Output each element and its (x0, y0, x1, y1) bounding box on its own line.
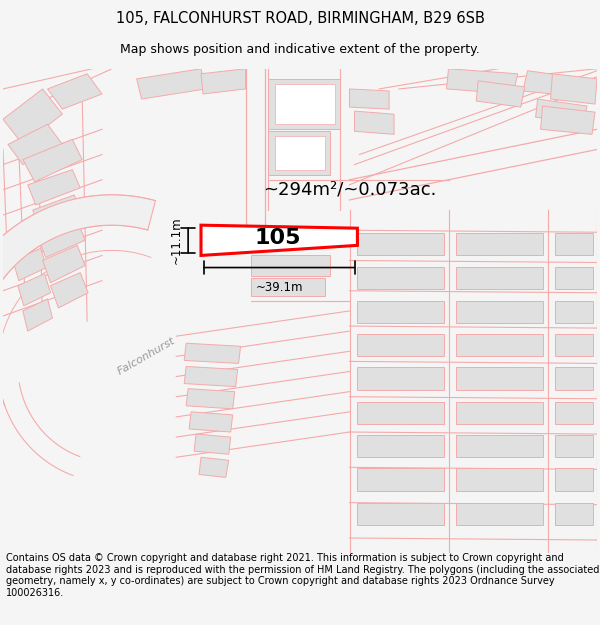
Polygon shape (358, 301, 443, 323)
Polygon shape (457, 402, 542, 424)
Polygon shape (275, 136, 325, 169)
Polygon shape (457, 233, 542, 256)
Polygon shape (38, 220, 85, 258)
Polygon shape (8, 222, 44, 256)
Polygon shape (47, 74, 102, 109)
Polygon shape (358, 368, 443, 389)
Polygon shape (556, 233, 593, 256)
Polygon shape (50, 272, 88, 308)
Polygon shape (194, 434, 231, 454)
Polygon shape (446, 69, 518, 94)
Polygon shape (556, 402, 593, 424)
Polygon shape (251, 256, 330, 276)
Polygon shape (556, 503, 593, 525)
Polygon shape (556, 266, 593, 289)
Polygon shape (457, 301, 542, 323)
Polygon shape (541, 106, 595, 134)
Polygon shape (184, 366, 238, 387)
Text: 105, FALCONHURST ROAD, BIRMINGHAM, B29 6SB: 105, FALCONHURST ROAD, BIRMINGHAM, B29 6… (116, 11, 484, 26)
Polygon shape (199, 458, 229, 478)
Polygon shape (523, 71, 587, 97)
Polygon shape (251, 278, 325, 296)
Polygon shape (33, 195, 82, 232)
Polygon shape (23, 299, 53, 331)
Polygon shape (358, 402, 443, 424)
Polygon shape (550, 74, 597, 104)
Polygon shape (137, 69, 206, 99)
Polygon shape (268, 131, 330, 175)
Polygon shape (457, 266, 542, 289)
Polygon shape (556, 468, 593, 491)
Polygon shape (556, 301, 593, 323)
Polygon shape (0, 195, 155, 411)
Polygon shape (189, 412, 233, 432)
Polygon shape (268, 79, 340, 129)
Polygon shape (358, 233, 443, 256)
Text: ~11.1m: ~11.1m (170, 216, 183, 264)
Polygon shape (476, 81, 525, 107)
Polygon shape (536, 99, 587, 124)
Polygon shape (201, 225, 358, 256)
Text: ~39.1m: ~39.1m (256, 281, 303, 294)
Polygon shape (275, 84, 335, 124)
Polygon shape (457, 468, 542, 491)
Polygon shape (18, 274, 50, 306)
Text: 105: 105 (255, 228, 301, 248)
Polygon shape (556, 334, 593, 356)
Polygon shape (358, 503, 443, 525)
Polygon shape (8, 124, 62, 164)
Polygon shape (28, 169, 80, 205)
Polygon shape (457, 503, 542, 525)
Polygon shape (43, 246, 85, 282)
Polygon shape (556, 368, 593, 389)
Polygon shape (3, 89, 62, 144)
Polygon shape (358, 266, 443, 289)
Polygon shape (350, 89, 389, 109)
Text: Contains OS data © Crown copyright and database right 2021. This information is : Contains OS data © Crown copyright and d… (6, 553, 599, 598)
Polygon shape (457, 435, 542, 457)
Polygon shape (358, 468, 443, 491)
Polygon shape (186, 389, 235, 409)
Polygon shape (358, 435, 443, 457)
Polygon shape (355, 111, 394, 134)
Polygon shape (358, 334, 443, 356)
Polygon shape (201, 69, 245, 94)
Text: Falconhurst: Falconhurst (116, 336, 177, 377)
Text: Map shows position and indicative extent of the property.: Map shows position and indicative extent… (120, 42, 480, 56)
Polygon shape (457, 368, 542, 389)
Polygon shape (23, 139, 82, 182)
Polygon shape (184, 343, 241, 363)
Polygon shape (556, 435, 593, 457)
Polygon shape (13, 248, 47, 281)
Text: ~294m²/~0.073ac.: ~294m²/~0.073ac. (263, 181, 436, 199)
Polygon shape (457, 334, 542, 356)
